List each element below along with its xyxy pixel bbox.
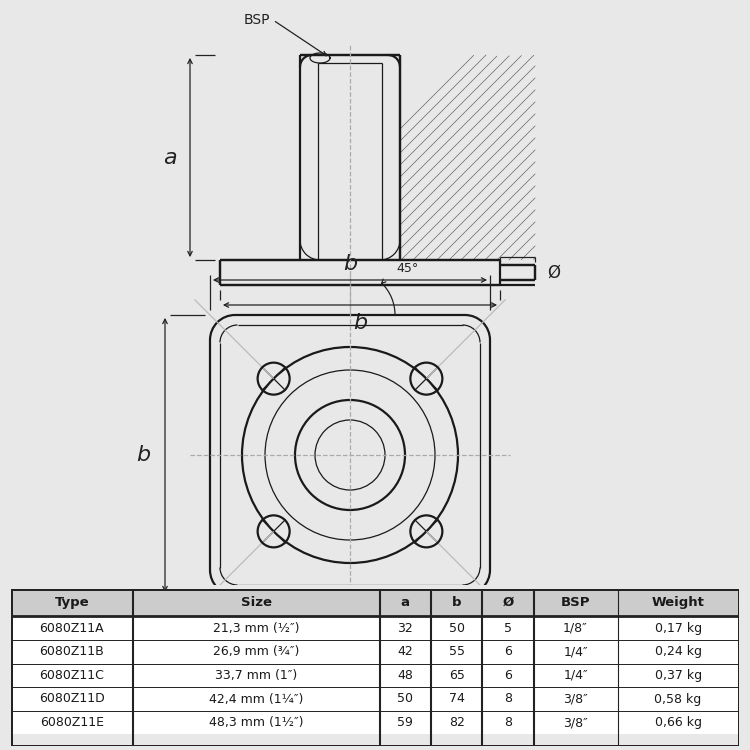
- Text: 0,66 kg: 0,66 kg: [655, 716, 701, 729]
- Text: 5: 5: [504, 622, 512, 634]
- Text: 48: 48: [398, 669, 413, 682]
- Text: 0,37 kg: 0,37 kg: [655, 669, 702, 682]
- Text: 0,24 kg: 0,24 kg: [655, 645, 701, 658]
- Text: a: a: [164, 148, 177, 167]
- Text: Ø: Ø: [503, 596, 514, 609]
- Text: 21,3 mm (½″): 21,3 mm (½″): [213, 622, 299, 634]
- Text: 6080Z11E: 6080Z11E: [40, 716, 104, 729]
- Text: 82: 82: [448, 716, 464, 729]
- Text: 8: 8: [504, 716, 512, 729]
- Text: 1/4″: 1/4″: [563, 669, 588, 682]
- Text: 26,9 mm (¾″): 26,9 mm (¾″): [213, 645, 299, 658]
- Text: 6080Z11A: 6080Z11A: [40, 622, 104, 634]
- Bar: [11, 687, 739, 711]
- Text: 42: 42: [398, 645, 413, 658]
- Text: 42,4 mm (1¼″): 42,4 mm (1¼″): [209, 692, 303, 706]
- Text: 3/8″: 3/8″: [563, 716, 588, 729]
- Text: b: b: [343, 254, 357, 274]
- Text: 55: 55: [448, 645, 464, 658]
- Text: 0,17 kg: 0,17 kg: [655, 622, 702, 634]
- Text: Weight: Weight: [652, 596, 704, 609]
- Text: 1/4″: 1/4″: [563, 645, 588, 658]
- Text: 3/8″: 3/8″: [563, 692, 588, 706]
- Text: 50: 50: [398, 692, 413, 706]
- Text: 65: 65: [448, 669, 464, 682]
- Text: 50: 50: [448, 622, 464, 634]
- Text: 8: 8: [504, 692, 512, 706]
- Text: b: b: [136, 445, 150, 465]
- Text: 48,3 mm (1½″): 48,3 mm (1½″): [209, 716, 303, 729]
- Text: Type: Type: [55, 596, 89, 609]
- Bar: [11, 640, 739, 664]
- Text: Ø: Ø: [547, 263, 560, 281]
- Text: 6080Z11D: 6080Z11D: [39, 692, 105, 706]
- Text: Size: Size: [241, 596, 272, 609]
- Text: 74: 74: [448, 692, 464, 706]
- Text: b: b: [353, 313, 367, 333]
- Text: 59: 59: [398, 716, 413, 729]
- Text: BSP: BSP: [561, 596, 590, 609]
- Text: 45°: 45°: [397, 262, 419, 274]
- Text: 6080Z11B: 6080Z11B: [40, 645, 104, 658]
- Text: 6: 6: [504, 669, 512, 682]
- Bar: [11, 589, 739, 616]
- Text: 6080Z11C: 6080Z11C: [40, 669, 104, 682]
- Text: a: a: [400, 596, 410, 609]
- Text: BSP: BSP: [244, 13, 270, 27]
- Text: 6: 6: [504, 645, 512, 658]
- Text: b: b: [452, 596, 461, 609]
- Bar: [11, 664, 739, 687]
- Bar: [11, 616, 739, 640]
- Text: 33,7 mm (1″): 33,7 mm (1″): [215, 669, 297, 682]
- Text: 1/8″: 1/8″: [563, 622, 588, 634]
- Text: 32: 32: [398, 622, 413, 634]
- Text: 0,58 kg: 0,58 kg: [655, 692, 702, 706]
- Bar: [11, 711, 739, 734]
